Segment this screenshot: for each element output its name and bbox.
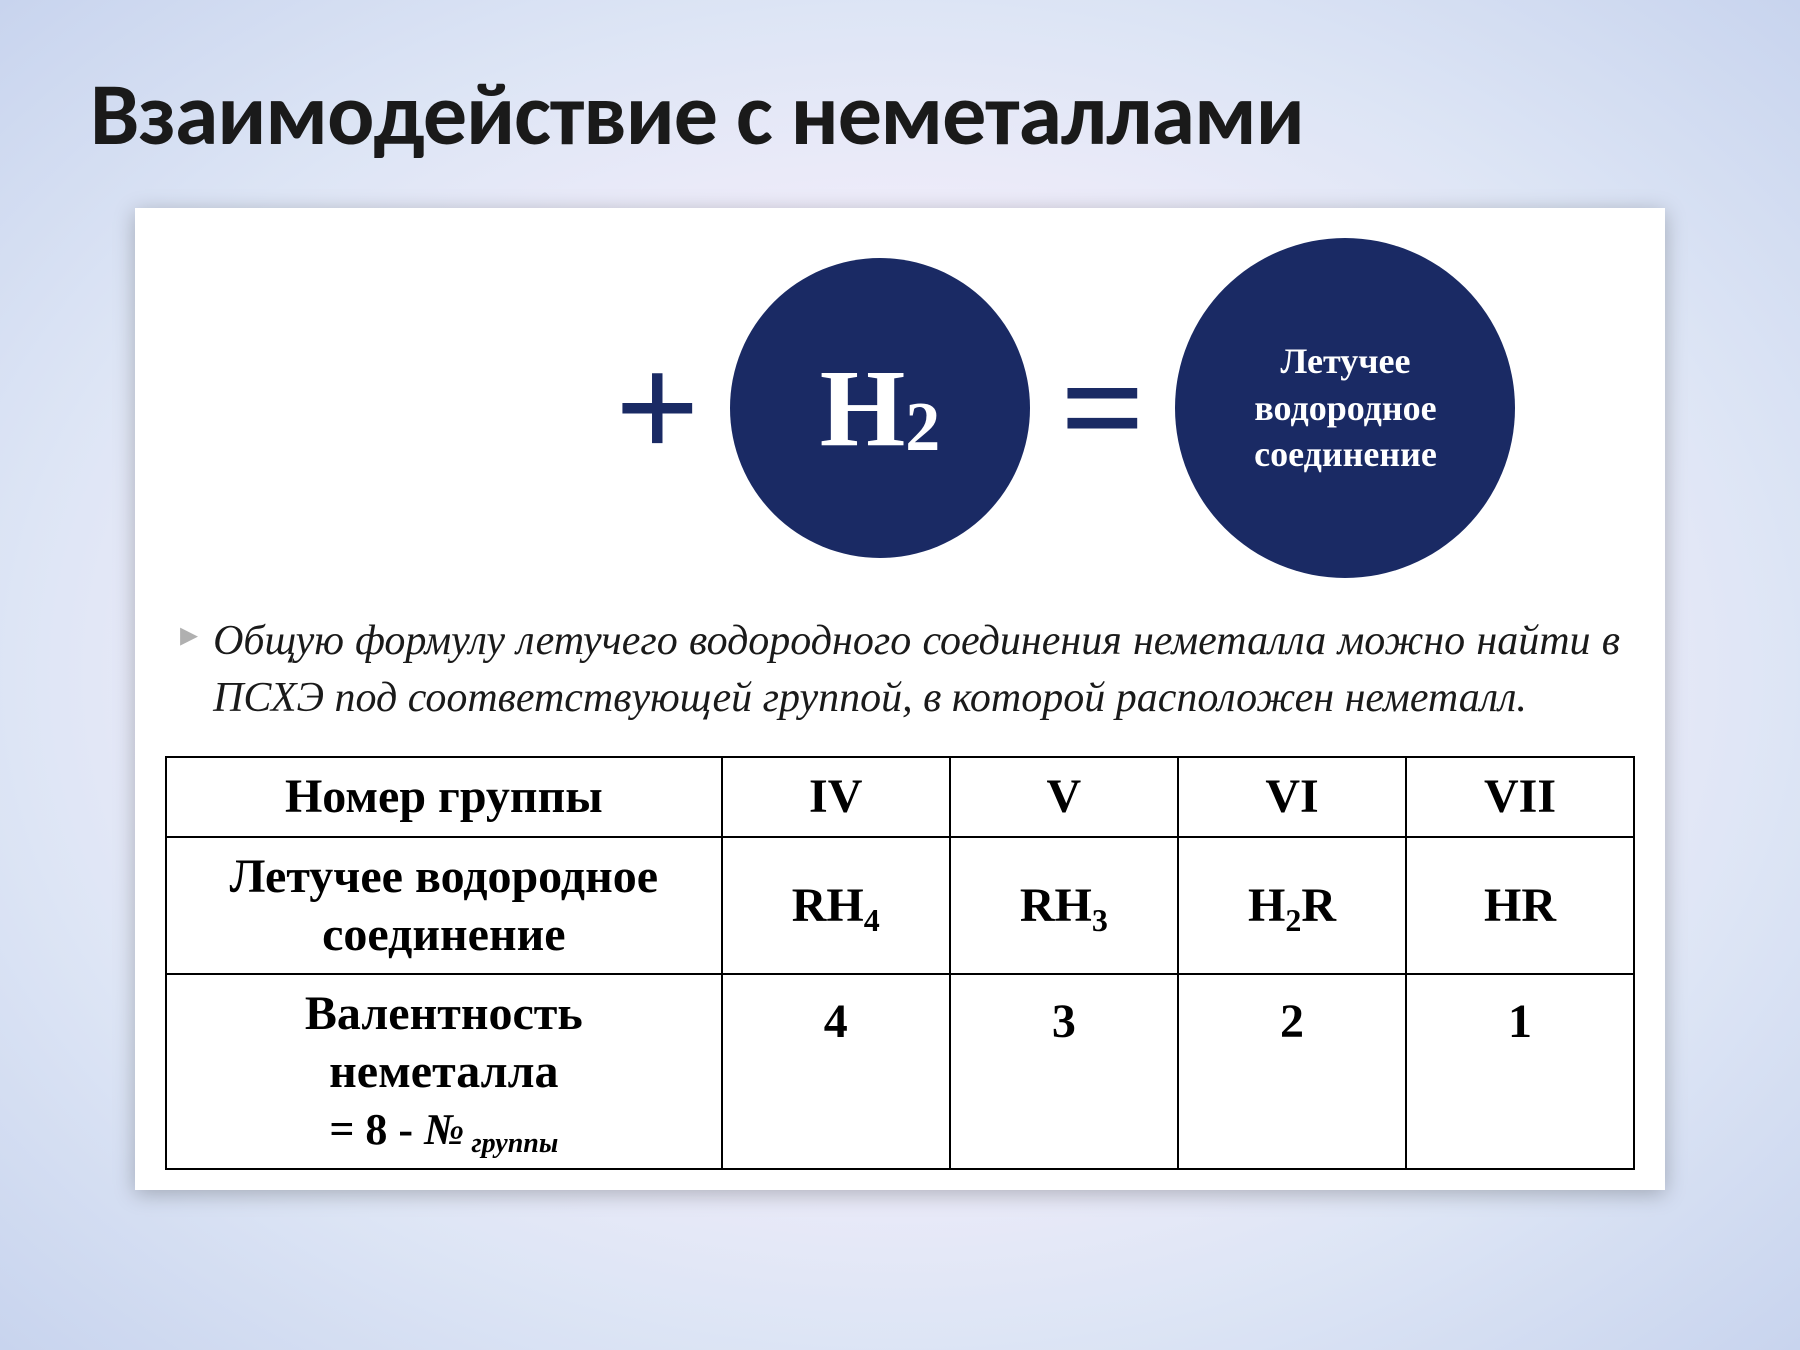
content-box: Неметалл + H2 = Летучее водородное соеди… [135,208,1665,1190]
table-row: Номер группы IV V VI VII [166,757,1634,837]
cell: 1 [1406,974,1634,1169]
description-text: Общую формулу летучего водородного соеди… [213,613,1620,726]
slide: Взаимодействие с неметаллами Неметалл + … [0,0,1800,1350]
cell: VI [1178,757,1406,837]
circle-compound: Летучее водородное соединение [1175,238,1515,578]
cell: HR [1406,837,1634,974]
cell: IV [722,757,950,837]
row-head-valence: Валентность неметалла = 8 - № группы [166,974,722,1169]
equals-operator: = [1060,333,1145,483]
cell: 3 [950,974,1178,1169]
cell: V [950,757,1178,837]
plus-operator: + [615,333,700,483]
row-head-compound: Летучее водородное соединение [166,837,722,974]
cell: 2 [1178,974,1406,1169]
equation-row: Неметалл + H2 = Летучее водородное соеди… [165,238,1635,578]
table-row: Летучее водородное соединение RH4 RH3 H2… [166,837,1634,974]
cell: RH3 [950,837,1178,974]
circle-nonmetal: Неметалл [285,258,585,558]
valence-formula: = 8 - № группы [329,1105,558,1154]
cell: RH4 [722,837,950,974]
data-table: Номер группы IV V VI VII Летучее водород… [165,756,1635,1170]
cell: 4 [722,974,950,1169]
slide-title: Взаимодействие с неметаллами [90,60,1710,168]
table-row: Валентность неметалла = 8 - № группы 4 3… [166,974,1634,1169]
cell: VII [1406,757,1634,837]
valence-line1: Валентность неметалла [305,987,583,1098]
bullet-icon: ▸ [180,613,198,656]
row-head-group: Номер группы [166,757,722,837]
circle-h2: H2 [730,258,1030,558]
cell: H2R [1178,837,1406,974]
description-row: ▸ Общую формулу летучего водородного сое… [165,613,1635,726]
